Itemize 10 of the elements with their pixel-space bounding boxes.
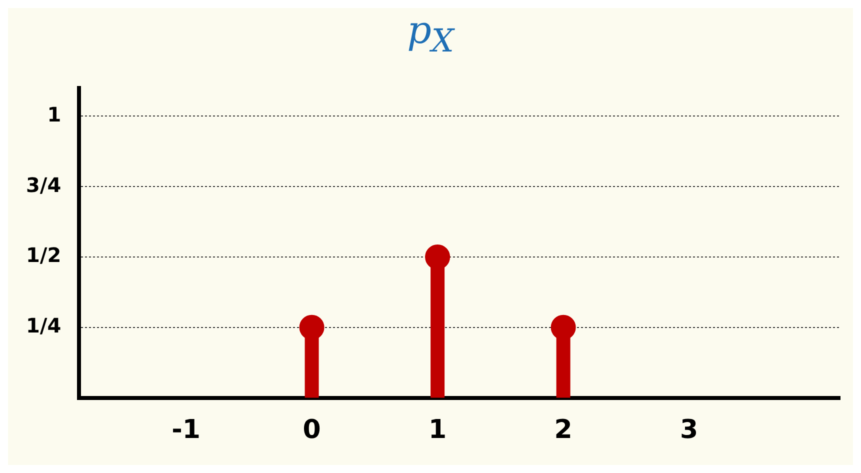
x-tick-label: 2: [554, 415, 572, 446]
x-tick-label: 3: [680, 415, 698, 446]
y-tick-label: 1/2: [26, 243, 62, 268]
chart-title: p$_{X}$: [406, 8, 456, 60]
y-tick-label: 1: [47, 102, 62, 126]
y-tick-label: 3/4: [26, 172, 62, 197]
y-tick-label: 1/4: [26, 314, 62, 338]
x-tick-label: 0: [302, 415, 321, 446]
x-tick-label: 1: [428, 415, 447, 446]
x-tick-label: -1: [172, 415, 200, 446]
